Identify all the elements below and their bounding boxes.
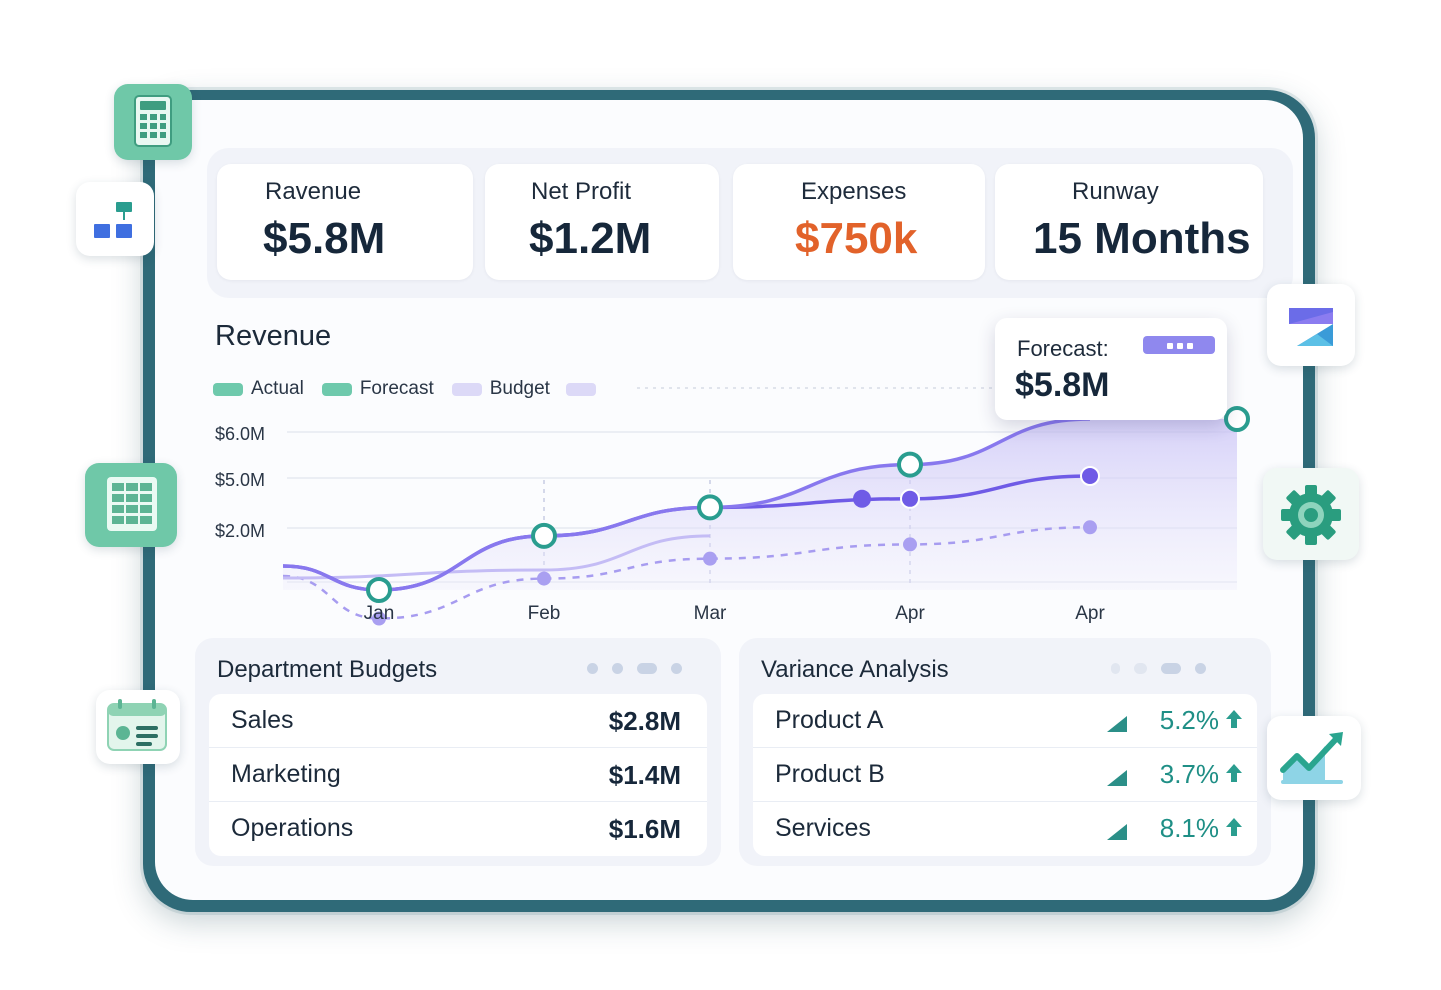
growth-chart-icon[interactable] <box>1267 716 1361 800</box>
x-tick-label: Mar <box>694 603 727 624</box>
kpi-card-runway[interactable]: Runway 15 Months <box>995 164 1263 280</box>
row-amount: $2.8M <box>608 706 681 736</box>
row-label: Marketing <box>231 760 341 788</box>
x-tick-label: Apr <box>1075 603 1105 624</box>
kpi-row: Ravenue $5.8M Net Profit $1.2M Expenses … <box>207 148 1293 298</box>
legend-label: Actual <box>251 378 304 399</box>
calculator-icon[interactable] <box>114 84 192 160</box>
row-label: Sales <box>231 706 294 734</box>
y-tick-label: $2.0M <box>215 521 265 541</box>
spreadsheet-icon[interactable] <box>85 463 177 547</box>
series-line-baseline <box>282 534 711 580</box>
panel-title: Variance Analysis <box>761 656 949 683</box>
row-percentage: 5.2% <box>1159 705 1219 735</box>
panel-title: Department Budgets <box>217 656 438 683</box>
row-label: Operations <box>231 814 354 842</box>
table-row[interactable]: Sales $2.8M <box>209 694 707 748</box>
table-row[interactable]: Product A 5.2% <box>753 694 1257 748</box>
actual-point <box>1080 466 1100 486</box>
table-row[interactable]: Operations $1.6M <box>209 802 707 856</box>
kpi-value: $1.2M <box>529 214 652 263</box>
table-row[interactable]: Services 8.1% <box>753 802 1257 856</box>
kpi-card-revenue[interactable]: Ravenue $5.8M <box>217 164 473 280</box>
actual-point <box>900 488 920 509</box>
legend-label: Forecast <box>359 378 434 399</box>
x-axis: Jan Feb Mar Apr Apr <box>364 603 1106 624</box>
chart-plot: $6.0M $5.0M $2.0M Jan Feb Mar Apr Apr <box>215 387 1250 626</box>
calendar-card-icon[interactable] <box>96 690 180 764</box>
row-percentage: 3.7% <box>1159 759 1219 789</box>
legend-swatch <box>321 382 352 396</box>
kpi-label: Net Profit <box>531 178 632 205</box>
legend-swatch <box>451 382 482 396</box>
kpi-label: Expenses <box>801 178 907 205</box>
legend-swatch <box>213 382 243 396</box>
gear-icon[interactable] <box>1263 468 1359 560</box>
row-amount: $1.6M <box>608 814 681 844</box>
org-chart-icon[interactable] <box>76 182 154 256</box>
forecast-tooltip: Forecast: $5.8M <box>995 318 1227 420</box>
table-row[interactable]: Marketing $1.4M <box>209 748 707 802</box>
x-tick-label: Jan <box>364 603 395 624</box>
revenue-chart: Revenue Actual Forecast Budget <box>207 300 1293 640</box>
budget-point <box>537 571 551 586</box>
kpi-label: Runway <box>1072 178 1159 205</box>
legend-item-budget[interactable]: Budget <box>451 378 550 400</box>
x-tick-label: Apr <box>895 603 925 624</box>
kpi-value: 15 Months <box>1033 214 1251 263</box>
row-amount: $1.4M <box>608 760 681 790</box>
row-percentage: 8.1% <box>1159 813 1219 843</box>
legend-item-actual[interactable]: Actual <box>213 378 304 400</box>
trend-triangle-icon <box>1107 770 1127 786</box>
dashboard-screen: Ravenue $5.8M Net Profit $1.2M Expenses … <box>155 100 1303 900</box>
tooltip-value: $5.8M <box>1015 366 1110 404</box>
chart-title: Revenue <box>215 320 332 352</box>
x-tick-label: Feb <box>528 603 561 624</box>
row-label: Services <box>775 814 871 842</box>
forecast-point <box>531 522 557 549</box>
trend-triangle-icon <box>1107 716 1127 732</box>
legend-label: Budget <box>489 378 550 399</box>
kpi-value: $750k <box>795 214 918 263</box>
panel-menu-icon[interactable] <box>587 663 696 674</box>
row-label: Product B <box>775 760 885 788</box>
forecast-point <box>1224 406 1250 432</box>
y-tick-label: $5.0M <box>215 470 265 490</box>
forecast-point <box>897 451 923 478</box>
legend-item-forecast[interactable]: Forecast <box>321 378 434 400</box>
department-budgets-panel: Department Budgets Sales $2.8M Marketing… <box>195 638 721 866</box>
budget-point <box>703 551 717 566</box>
budget-point <box>903 537 917 552</box>
trend-triangle-icon <box>1107 824 1127 840</box>
table-row[interactable]: Product B 3.7% <box>753 748 1257 802</box>
forecast-point <box>366 577 392 603</box>
actual-point <box>853 489 871 508</box>
tablet-frame: Ravenue $5.8M Net Profit $1.2M Expenses … <box>143 90 1315 912</box>
tooltip-label: Forecast: <box>1017 336 1109 361</box>
budget-table: Sales $2.8M Marketing $1.4M Operations $… <box>209 694 707 856</box>
arrow-up-icon <box>1226 710 1242 728</box>
variance-analysis-panel: Variance Analysis Product A 5.2% Product… <box>739 638 1271 866</box>
budget-point <box>372 611 386 626</box>
budget-point <box>1083 520 1097 535</box>
variance-table: Product A 5.2% Product B 3.7% Services <box>753 694 1257 856</box>
y-axis: $6.0M $5.0M $2.0M <box>215 424 265 541</box>
row-label: Product A <box>775 706 884 734</box>
kpi-card-net-profit[interactable]: Net Profit $1.2M <box>485 164 719 280</box>
chart-legend: Actual Forecast Budget <box>213 376 604 402</box>
kpi-card-expenses[interactable]: Expenses $750k <box>733 164 985 280</box>
series-points <box>366 406 1250 626</box>
arrow-up-icon <box>1226 764 1242 782</box>
kpi-label: Ravenue <box>265 178 362 205</box>
forecast-point <box>697 494 723 521</box>
panel-menu-icon[interactable] <box>1111 663 1220 674</box>
legend-extra-swatch <box>565 382 596 396</box>
kpi-value: $5.8M <box>263 214 386 263</box>
y-tick-label: $6.0M <box>215 424 265 444</box>
stacked-bars-icon[interactable] <box>1267 284 1355 366</box>
arrow-up-icon <box>1226 818 1242 836</box>
tooltip-more-icon[interactable] <box>1143 336 1215 354</box>
